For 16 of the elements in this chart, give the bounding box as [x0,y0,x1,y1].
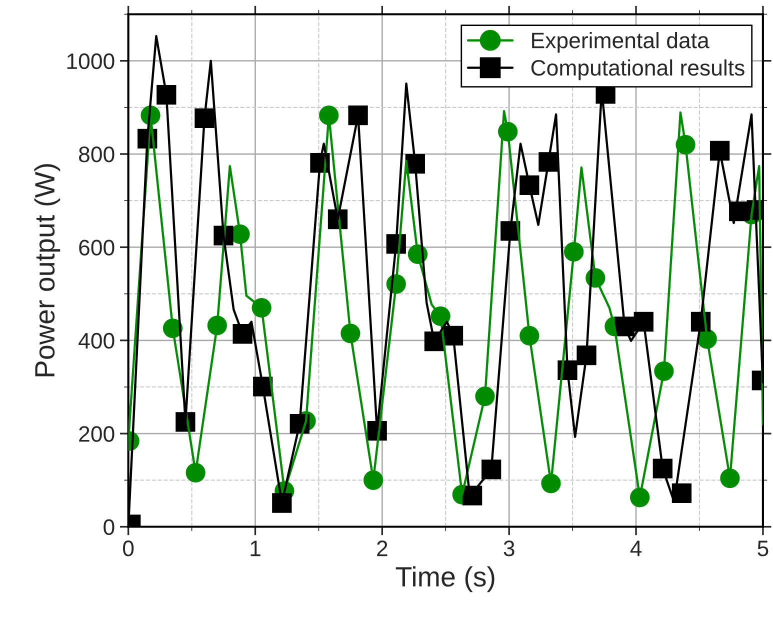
x-axis-title: Time (s) [396,566,494,592]
x-tick-label: 3 [504,540,514,556]
y-axis-title: Power output (W) [34,164,60,376]
x-tick-label: 2 [377,540,388,556]
x-tick-label: 0 [123,540,134,556]
legend-label: Experimental data [532,32,710,53]
legend-label: Computational results [531,59,744,80]
x-tick-label: 1 [250,540,260,556]
y-tick-label: 0 [104,519,114,536]
y-tick-label: 400 [78,332,114,349]
y-tick-label: 1000 [67,53,114,70]
y-tick-label: 800 [79,146,114,162]
y-tick-label: 600 [79,240,114,256]
x-tick-label: 4 [630,540,642,556]
x-tick-label: 5 [758,540,768,556]
y-tick-label: 200 [79,426,114,442]
